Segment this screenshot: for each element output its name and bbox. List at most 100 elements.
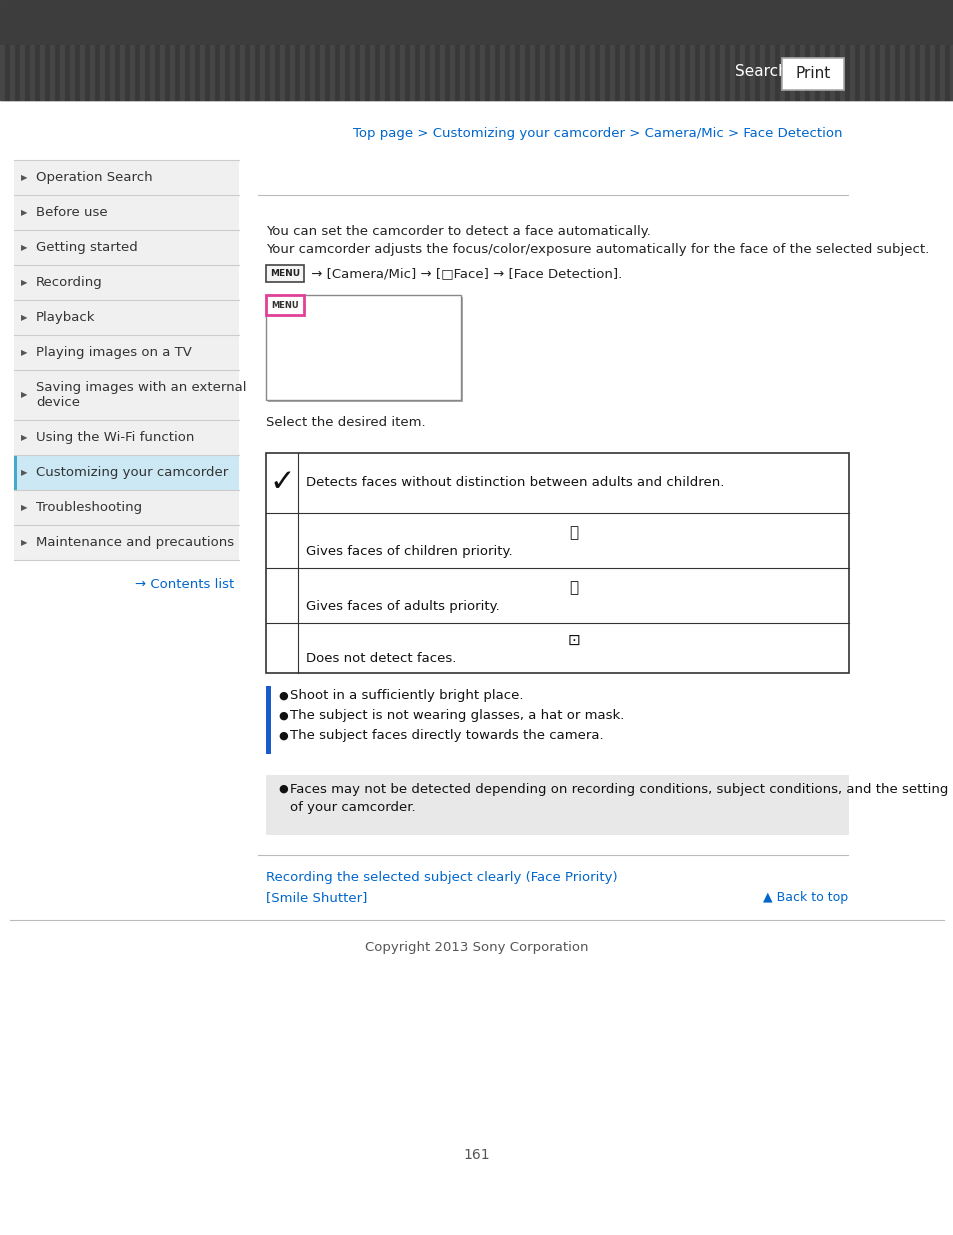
Text: MENU: MENU [270,269,300,278]
Text: Shoot in a sufficiently bright place.: Shoot in a sufficiently bright place. [290,689,523,703]
Bar [760,44,764,100]
Text: The subject faces directly towards the camera.: The subject faces directly towards the c… [290,730,603,742]
Bar [555,44,559,100]
Bar [729,44,734,100]
Text: Recording the selected subject clearly (Face Priority): Recording the selected subject clearly (… [266,872,617,884]
Bar [744,44,749,100]
Bar [355,44,359,100]
Bar [781,58,843,90]
Bar [450,44,455,100]
Bar [615,44,619,100]
Bar [50,44,55,100]
Bar [140,44,145,100]
Bar [240,44,245,100]
Bar [475,44,479,100]
Bar [230,44,234,100]
Text: ●: ● [277,711,288,721]
Bar [510,44,515,100]
Bar [266,295,304,315]
Bar [844,44,849,100]
Bar [484,44,490,100]
Bar [629,44,635,100]
Bar [120,44,125,100]
Text: Saving images with an external: Saving images with an external [36,382,246,394]
Bar [584,44,589,100]
Bar [350,44,355,100]
Bar [285,44,290,100]
Bar [804,44,809,100]
Bar [85,44,90,100]
Bar [174,44,180,100]
Bar [470,44,475,100]
Bar [266,685,271,755]
Bar [266,266,304,282]
Bar [884,44,889,100]
Bar [740,44,744,100]
Bar [655,44,659,100]
Text: Customizing your camcorder: Customizing your camcorder [36,466,228,479]
Bar [379,44,385,100]
Bar [459,44,464,100]
Bar [504,44,510,100]
Text: ▶: ▶ [21,243,28,252]
Bar [294,44,299,100]
Text: Print: Print [795,67,830,82]
Text: ●: ● [277,731,288,741]
Bar [430,44,435,100]
Text: ●: ● [277,692,288,701]
Bar [840,44,844,100]
Bar [854,44,859,100]
Text: Detects faces without distinction between adults and children.: Detects faces without distinction betwee… [306,477,723,489]
Bar [934,44,939,100]
Text: You can set the camcorder to detect a face automatically.: You can set the camcorder to detect a fa… [266,226,650,238]
Bar [439,44,444,100]
Bar [649,44,655,100]
Bar [704,44,709,100]
Bar [220,44,225,100]
Text: [Smile Shutter]: [Smile Shutter] [266,892,367,904]
Bar [609,44,615,100]
Bar [415,44,419,100]
Text: Operation Search: Operation Search [36,170,152,184]
Bar [60,44,65,100]
Bar [784,44,789,100]
Bar [774,44,780,100]
Text: Playing images on a TV: Playing images on a TV [36,346,192,359]
Bar [170,44,174,100]
Bar [335,44,339,100]
Bar [210,44,214,100]
Text: ▶: ▶ [21,503,28,513]
Bar [268,296,462,403]
Bar [689,44,695,100]
Bar [635,44,639,100]
Bar [869,44,874,100]
Text: Gives faces of children priority.: Gives faces of children priority. [306,545,512,558]
Bar [30,44,35,100]
Text: ▶: ▶ [21,278,28,287]
Bar [185,44,190,100]
Bar [539,44,544,100]
Bar [490,44,495,100]
Text: ▶: ▶ [21,390,28,399]
Bar [80,44,85,100]
Bar [75,44,80,100]
Text: ▶: ▶ [21,468,28,477]
Text: → [Camera/Mic] → [□Face] → [Face Detection].: → [Camera/Mic] → [□Face] → [Face Detecti… [307,267,621,280]
Bar [95,44,100,100]
Bar [40,44,45,100]
Text: ▶: ▶ [21,312,28,322]
Bar [130,44,135,100]
Text: ▶: ▶ [21,538,28,547]
Text: Recording: Recording [36,275,103,289]
Bar [515,44,519,100]
Bar [624,44,629,100]
Bar [14,454,17,490]
Text: ✓: ✓ [269,468,294,498]
Bar [464,44,470,100]
Text: device: device [36,396,80,409]
Bar [390,44,395,100]
Bar [524,44,530,100]
Bar [100,44,105,100]
Bar [190,44,194,100]
Bar [250,44,254,100]
